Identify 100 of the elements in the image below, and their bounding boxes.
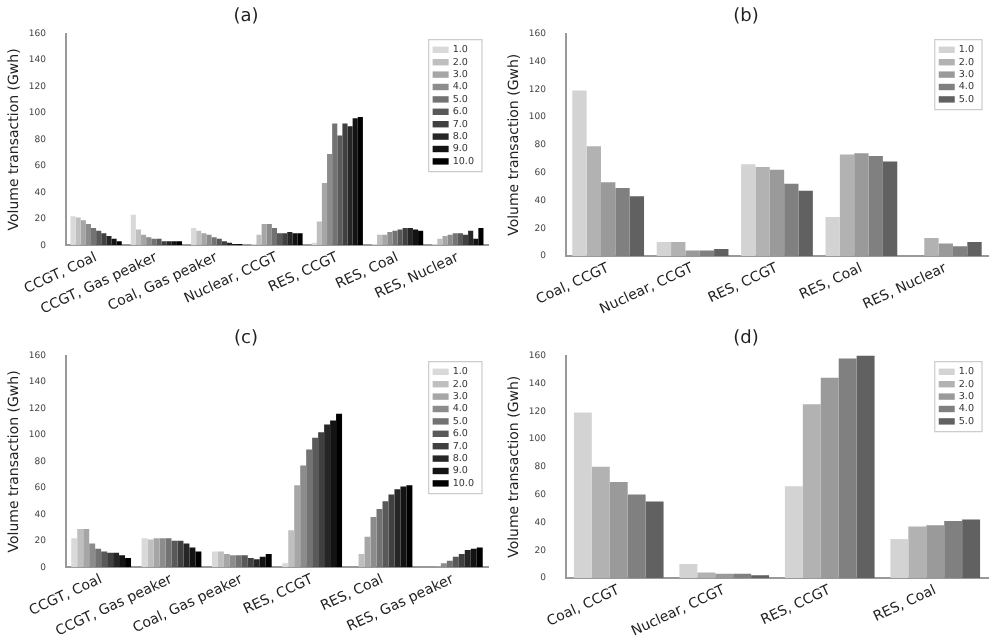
bar [798, 190, 813, 256]
bar [446, 560, 453, 568]
bar [347, 126, 353, 246]
bar [235, 555, 242, 568]
bar [318, 432, 325, 568]
bar [476, 547, 483, 568]
bar [113, 552, 120, 568]
bar [316, 221, 322, 246]
bar [70, 216, 76, 246]
bar [330, 420, 337, 568]
bar [839, 154, 855, 256]
bar [352, 118, 358, 246]
bar [407, 228, 413, 246]
bar [261, 224, 267, 246]
bar [336, 413, 343, 568]
bar [327, 153, 333, 246]
bar [101, 551, 108, 568]
bar [297, 233, 303, 246]
bar [868, 155, 883, 256]
bar [282, 233, 288, 246]
bar [478, 228, 484, 246]
bar [967, 242, 982, 256]
bar [111, 238, 117, 246]
bar [629, 196, 645, 256]
chart-title: (c) [234, 329, 258, 350]
bar [402, 228, 408, 246]
bar [196, 230, 202, 246]
bar [324, 424, 331, 568]
bar [412, 229, 419, 246]
bar [418, 230, 424, 246]
bar [952, 246, 968, 256]
bar [141, 538, 148, 568]
bar [468, 230, 474, 246]
bar [189, 547, 196, 568]
bar [247, 558, 254, 568]
bar [259, 556, 266, 568]
bar [95, 548, 102, 568]
bar [364, 536, 371, 568]
bar [153, 538, 160, 568]
bar [156, 238, 162, 246]
bar [77, 528, 84, 568]
bar [306, 449, 313, 568]
bar [292, 233, 298, 246]
bar [107, 552, 114, 568]
bar [944, 521, 963, 578]
bar [802, 404, 821, 578]
bar [287, 232, 293, 246]
bar [392, 230, 398, 246]
bar [452, 233, 458, 246]
bar [253, 559, 260, 568]
bar [91, 228, 97, 246]
bar [457, 233, 463, 246]
bar [195, 551, 202, 568]
bar [962, 519, 981, 578]
bar [171, 540, 178, 568]
bar [447, 234, 453, 246]
bar [627, 494, 646, 578]
bar [159, 538, 166, 568]
bar [265, 554, 272, 568]
bar [671, 242, 686, 256]
bar [397, 229, 403, 246]
bar [394, 489, 401, 568]
bar [464, 550, 471, 568]
bar [406, 485, 413, 568]
bar [177, 540, 184, 568]
bar [697, 572, 716, 578]
bar [147, 539, 154, 568]
bar [370, 517, 377, 568]
bar [83, 528, 90, 568]
bar [146, 237, 152, 246]
bar [125, 558, 132, 568]
bar [191, 228, 197, 246]
bar [256, 234, 262, 246]
bar [312, 437, 319, 568]
bar [714, 249, 729, 256]
bar [80, 220, 86, 246]
bar [388, 494, 395, 568]
bar [201, 233, 207, 246]
bar [141, 234, 147, 246]
bar [838, 358, 857, 578]
bar [377, 234, 383, 246]
bar [572, 90, 587, 256]
bar [130, 214, 136, 246]
bar [266, 224, 272, 246]
bar [223, 554, 230, 568]
bar [337, 135, 343, 246]
bar [217, 551, 224, 568]
bar [101, 233, 107, 246]
bar [656, 242, 672, 256]
bar [699, 250, 715, 256]
bar [452, 556, 459, 568]
bar [135, 229, 142, 246]
bar [206, 234, 212, 246]
bar [573, 412, 592, 578]
bar [400, 486, 407, 568]
bar [183, 543, 190, 568]
bar [229, 555, 236, 568]
bar [442, 236, 448, 246]
bar [458, 554, 465, 568]
bar [89, 543, 96, 568]
